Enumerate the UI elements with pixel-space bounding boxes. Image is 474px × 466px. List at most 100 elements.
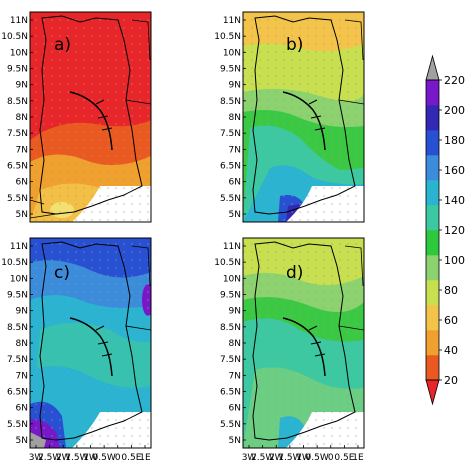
lon-tick-label: 0.5W bbox=[306, 453, 329, 463]
panel-c bbox=[30, 238, 151, 448]
colorbar-tick-label: 220 bbox=[444, 74, 465, 87]
lat-tick-label: 11N bbox=[10, 242, 28, 252]
lon-tick-label: 0.5E bbox=[334, 453, 354, 463]
lat-tick-label: 6.5N bbox=[220, 388, 241, 398]
lon-tick-label: 0.5W bbox=[93, 453, 116, 463]
lat-tick-label: 7N bbox=[229, 371, 241, 381]
lat-tick-label: 11N bbox=[223, 16, 241, 26]
lat-tick-label: 9N bbox=[16, 307, 28, 317]
lat-tick-label: 5N bbox=[16, 436, 28, 446]
colorbar-tick-label: 60 bbox=[444, 314, 458, 327]
colorbar-segment bbox=[426, 355, 439, 381]
lat-tick-label: 6N bbox=[229, 178, 241, 188]
lon-tick-label: 1.5W bbox=[278, 453, 301, 463]
lat-tick-label: 9.5N bbox=[7, 291, 28, 301]
lat-tick-label: 8.5N bbox=[220, 323, 241, 333]
lat-tick-label: 7.5N bbox=[220, 355, 241, 365]
colorbar-tick-label: 100 bbox=[444, 254, 465, 267]
panel-b bbox=[243, 12, 364, 222]
lat-tick-label: 10.5N bbox=[214, 32, 241, 42]
lon-tick-label: 1E bbox=[352, 453, 364, 463]
lat-tick-label: 5.5N bbox=[7, 420, 28, 430]
lon-tick-label: 2W bbox=[56, 453, 71, 463]
colorbar-tick-label: 180 bbox=[444, 134, 465, 147]
lat-tick-label: 8N bbox=[229, 113, 241, 123]
lat-tick-label: 8.5N bbox=[7, 97, 28, 107]
lon-tick-label: 3W bbox=[242, 453, 257, 463]
lat-tick-label: 6N bbox=[229, 404, 241, 414]
lat-tick-label: 10.5N bbox=[1, 32, 28, 42]
lat-tick-label: 6N bbox=[16, 404, 28, 414]
panel-d-label: d) bbox=[286, 263, 303, 283]
lat-tick-label: 10N bbox=[10, 274, 28, 284]
lon-tick-label: 1.5W bbox=[65, 453, 88, 463]
lon-tick-label: 2.5W bbox=[38, 453, 61, 463]
colorbar-tick-label: 200 bbox=[444, 104, 465, 117]
lat-tick-label: 9.5N bbox=[7, 65, 28, 75]
colorbar-segment bbox=[426, 180, 439, 206]
lat-tick-label: 8.5N bbox=[220, 97, 241, 107]
colorbar-segment bbox=[426, 80, 439, 106]
lon-tick-label: 0 bbox=[115, 453, 121, 463]
colorbar-segment bbox=[426, 105, 439, 131]
lat-tick-label: 9.5N bbox=[220, 65, 241, 75]
lat-tick-label: 10.5N bbox=[1, 258, 28, 268]
lat-tick-label: 10N bbox=[10, 48, 28, 58]
lat-tick-label: 5N bbox=[16, 210, 28, 220]
lat-tick-label: 5.5N bbox=[7, 194, 28, 204]
colorbar-tick-label: 120 bbox=[444, 224, 465, 237]
lon-tick-label: 1W bbox=[83, 453, 98, 463]
lat-tick-label: 7N bbox=[229, 145, 241, 155]
lat-tick-label: 11N bbox=[10, 16, 28, 26]
lat-tick-label: 8N bbox=[16, 113, 28, 123]
lat-tick-label: 8N bbox=[16, 339, 28, 349]
axis-tick-labels: 11N 10.5N 10N 9.5N 9N 8.5N 8N 7.5N 7N 6.5N 6N 5.5N 5… bbox=[1, 16, 364, 463]
lon-tick-label: 2W bbox=[269, 453, 284, 463]
colorbar-segment bbox=[426, 280, 439, 306]
lat-tick-label: 9N bbox=[229, 307, 241, 317]
lat-tick-label: 5.5N bbox=[220, 194, 241, 204]
colorbar-segment bbox=[426, 230, 439, 256]
colorbar-segment bbox=[426, 155, 439, 181]
lon-tick-label: 1E bbox=[139, 453, 151, 463]
lat-tick-label: 6.5N bbox=[7, 162, 28, 172]
colorbar-segment bbox=[426, 130, 439, 156]
colorbar-underflow-triangle bbox=[425, 379, 440, 406]
colorbar-tick-label: 20 bbox=[444, 374, 458, 387]
lat-tick-label: 8.5N bbox=[7, 323, 28, 333]
lat-tick-label: 9.5N bbox=[220, 291, 241, 301]
lat-tick-label: 5N bbox=[229, 436, 241, 446]
lat-tick-label: 7.5N bbox=[220, 129, 241, 139]
lon-tick-label: 2.5W bbox=[251, 453, 274, 463]
lon-tick-label: 0 bbox=[328, 453, 334, 463]
lat-tick-label: 10.5N bbox=[214, 258, 241, 268]
lat-tick-label: 6.5N bbox=[220, 162, 241, 172]
colorbar: 20 40 60 80 100 120 140 160 180 200 220 bbox=[425, 54, 465, 406]
panel-c-label: c) bbox=[54, 263, 70, 283]
colorbar-overflow-triangle bbox=[425, 54, 440, 81]
lat-tick-label: 10N bbox=[223, 274, 241, 284]
lon-tick-label: 1W bbox=[296, 453, 311, 463]
lat-tick-label: 5N bbox=[229, 210, 241, 220]
colorbar-segment bbox=[426, 255, 439, 281]
lat-tick-label: 9N bbox=[16, 81, 28, 91]
lat-tick-label: 7.5N bbox=[7, 129, 28, 139]
colorbar-segment bbox=[426, 305, 439, 331]
lat-tick-label: 11N bbox=[223, 242, 241, 252]
colorbar-segment bbox=[426, 205, 439, 231]
lon-tick-label: 3W bbox=[29, 453, 44, 463]
colorbar-segment bbox=[426, 330, 439, 356]
colorbar-tick-label: 140 bbox=[444, 194, 465, 207]
colorbar-tick-label: 40 bbox=[444, 344, 458, 357]
lat-tick-label: 7.5N bbox=[7, 355, 28, 365]
lat-tick-label: 7N bbox=[16, 145, 28, 155]
panel-d bbox=[243, 238, 364, 448]
lat-tick-label: 6.5N bbox=[7, 388, 28, 398]
lat-tick-label: 9N bbox=[229, 81, 241, 91]
colorbar-tick-label: 80 bbox=[444, 284, 458, 297]
panel-a-label: a) bbox=[54, 35, 71, 55]
lat-tick-label: 5.5N bbox=[220, 420, 241, 430]
lat-tick-label: 6N bbox=[16, 178, 28, 188]
colorbar-tick-label: 160 bbox=[444, 164, 465, 177]
